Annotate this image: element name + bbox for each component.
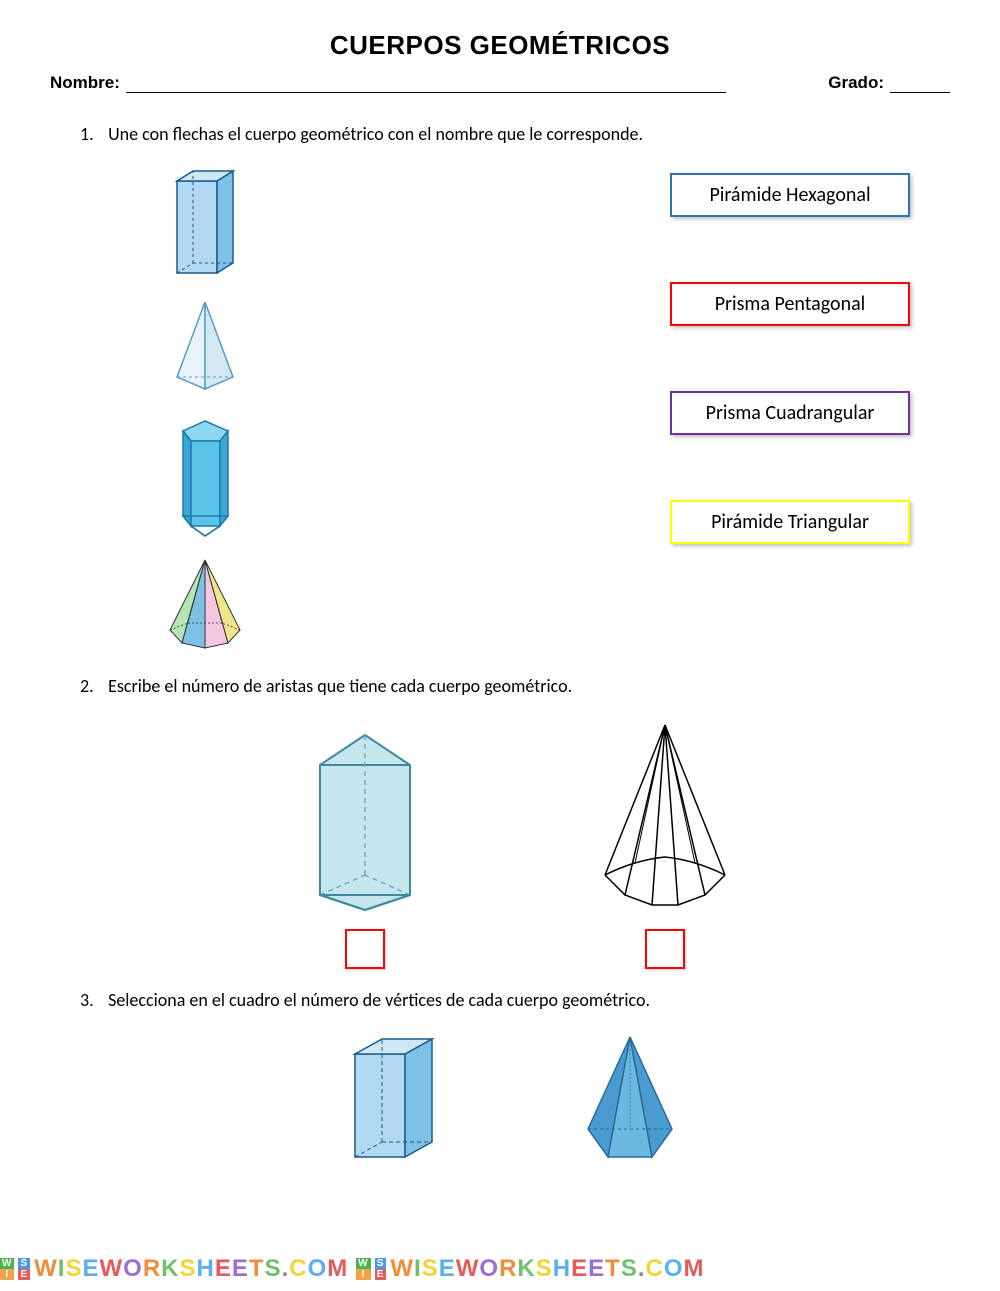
- q2-text: Escribe el número de aristas que tiene c…: [108, 675, 572, 697]
- q1-shapes-column: [160, 163, 250, 655]
- q1-text: Une con flechas el cuerpo geométrico con…: [108, 123, 643, 145]
- name-input-line[interactable]: [126, 77, 726, 93]
- q1-labels-column: Pirámide Hexagonal Prisma Pentagonal Pri…: [670, 163, 910, 655]
- label-piramide-hexagonal[interactable]: Pirámide Hexagonal: [670, 173, 910, 217]
- page-title: CUERPOS GEOMÉTRICOS: [50, 30, 950, 61]
- header-fields: Nombre: Grado:: [50, 73, 950, 93]
- pentagonal-prism-icon[interactable]: [168, 411, 243, 541]
- watermark: WISEWISEWORKSHEETS.COM WISEWISEWORKSHEET…: [0, 1255, 1000, 1283]
- rectangular-prism-icon[interactable]: [165, 163, 245, 283]
- question-2: 2. Escribe el número de aristas que tien…: [50, 675, 950, 969]
- q3-text: Selecciona en el cuadro el número de vér…: [108, 989, 650, 1011]
- question-1: 1. Une con flechas el cuerpo geométrico …: [50, 123, 950, 655]
- grade-input-line[interactable]: [890, 77, 950, 93]
- question-3: 3. Selecciona en el cuadro el número de …: [50, 989, 950, 1169]
- q2-answer-box-1[interactable]: [345, 929, 385, 969]
- q2-answer-box-2[interactable]: [645, 929, 685, 969]
- octagonal-pyramid-icon: [580, 715, 750, 915]
- watermark-unit-2: WISEWISEWORKSHEETS.COM: [356, 1255, 704, 1283]
- watermark-unit-1: WISEWISEWORKSHEETS.COM: [0, 1255, 348, 1283]
- label-piramide-triangular[interactable]: Pirámide Triangular: [670, 500, 910, 544]
- triangular-prism-icon: [290, 715, 440, 915]
- q1-number: 1.: [80, 123, 104, 145]
- label-prisma-cuadrangular[interactable]: Prisma Cuadrangular: [670, 391, 910, 435]
- hexagonal-pyramid-icon[interactable]: [160, 555, 250, 655]
- triangular-pyramid-icon[interactable]: [165, 297, 245, 397]
- grade-label: Grado:: [828, 73, 884, 93]
- pentagonal-pyramid-q3-icon[interactable]: [570, 1029, 690, 1169]
- name-label: Nombre:: [50, 73, 120, 93]
- rectangular-prism-q3-icon[interactable]: [340, 1029, 450, 1169]
- label-prisma-pentagonal[interactable]: Prisma Pentagonal: [670, 282, 910, 326]
- q2-number: 2.: [80, 675, 104, 697]
- q3-number: 3.: [80, 989, 104, 1011]
